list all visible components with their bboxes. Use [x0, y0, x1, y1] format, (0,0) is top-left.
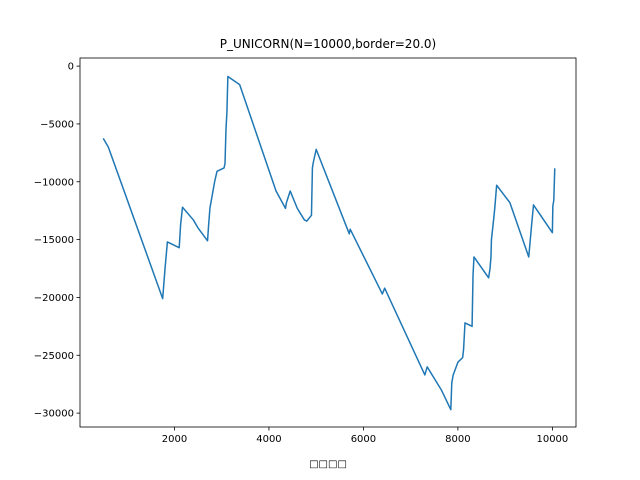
x-axis-label: □□□□: [309, 459, 347, 470]
plot-frame: [79, 57, 577, 428]
y-tick-label: −10000: [34, 177, 74, 188]
plot-area: 2000 4000 6000 8000 10000 0 −5000 −10000 −15000 −…: [34, 57, 577, 445]
chart-title: P_UNICORN(N=10000,border=20.0): [220, 37, 436, 51]
y-tick-label: 0: [68, 62, 74, 73]
x-tick-label: 6000: [351, 434, 376, 445]
x-tick-label: 2000: [162, 434, 187, 445]
y-tick-label: −5000: [40, 119, 74, 130]
y-tick-label: −20000: [34, 293, 74, 304]
x-tick-label: 10000: [536, 434, 568, 445]
x-tick-label: 4000: [256, 434, 281, 445]
x-tick-label: 8000: [445, 434, 470, 445]
y-tick-label: −30000: [34, 409, 74, 420]
y-tick-label: −25000: [34, 351, 74, 362]
y-tick-label: −15000: [34, 235, 74, 246]
series-line-0: [102, 75, 556, 411]
